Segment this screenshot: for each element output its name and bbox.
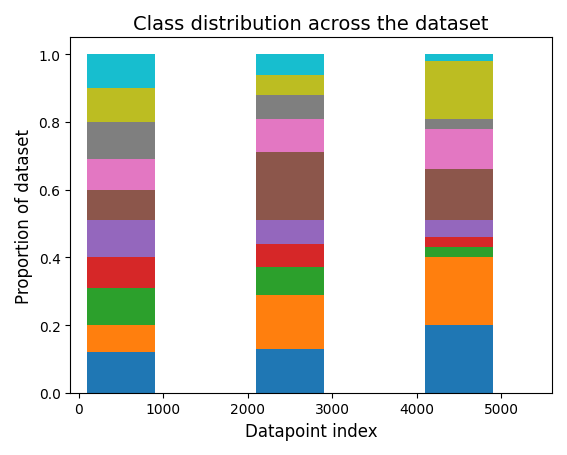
Bar <box>87 325 155 352</box>
Title: Class distribution across the dataset: Class distribution across the dataset <box>133 15 489 34</box>
Bar <box>256 76 324 96</box>
Bar <box>256 55 324 76</box>
Bar <box>87 352 155 393</box>
Bar <box>425 55 493 62</box>
Bar <box>87 221 155 258</box>
Bar <box>87 288 155 325</box>
Bar <box>425 119 493 129</box>
Bar <box>87 55 155 89</box>
Bar <box>425 62 493 119</box>
Bar <box>87 89 155 123</box>
Bar <box>425 129 493 170</box>
Bar <box>87 160 155 190</box>
Bar <box>425 325 493 393</box>
Bar <box>425 248 493 258</box>
Bar <box>256 119 324 153</box>
Bar <box>87 258 155 288</box>
Bar <box>256 349 324 393</box>
Bar <box>425 170 493 221</box>
Bar <box>425 221 493 238</box>
Bar <box>87 190 155 221</box>
Bar <box>256 244 324 268</box>
Bar <box>256 268 324 295</box>
Bar <box>425 238 493 248</box>
Y-axis label: Proportion of dataset: Proportion of dataset <box>15 128 33 303</box>
Bar <box>256 153 324 221</box>
Bar <box>425 258 493 325</box>
Bar <box>256 221 324 244</box>
Bar <box>256 96 324 119</box>
X-axis label: Datapoint index: Datapoint index <box>245 422 378 440</box>
Bar <box>87 123 155 160</box>
Bar <box>256 295 324 349</box>
